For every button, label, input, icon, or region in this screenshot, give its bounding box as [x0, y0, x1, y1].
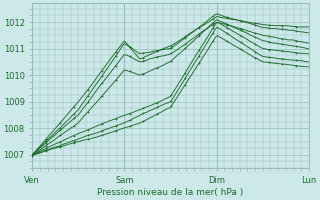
- X-axis label: Pression niveau de la mer( hPa ): Pression niveau de la mer( hPa ): [98, 188, 244, 197]
